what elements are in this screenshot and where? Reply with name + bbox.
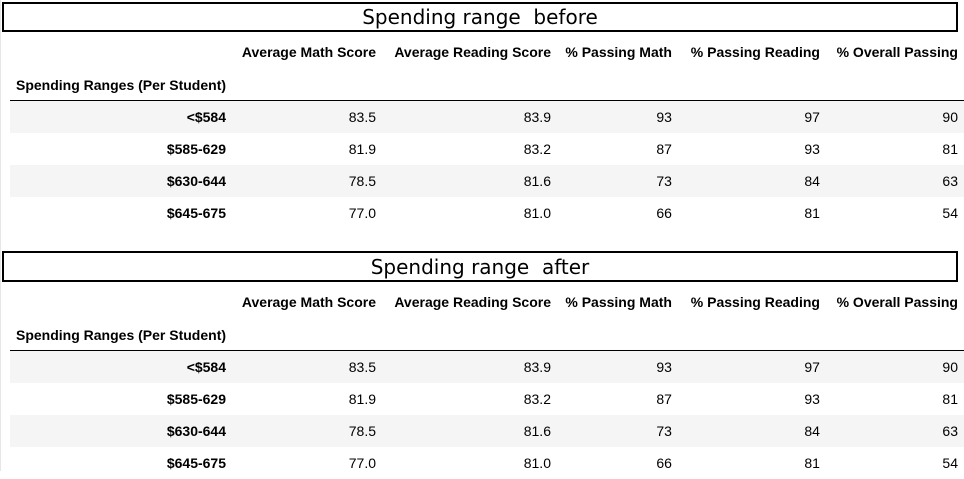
row-label: $645-675 [166,455,227,471]
table-cell: 81.9 [348,391,376,407]
column-header: % Passing Math [565,294,672,310]
table-cell: 90 [942,109,958,125]
column-header: Average Math Score [241,294,376,310]
table-cell: 54 [942,455,958,471]
column-header-row: Average Math Score Average Reading Score… [10,284,964,320]
column-header: % Passing Reading [690,44,820,60]
section-title-after: Spending range after [2,251,958,282]
table-cell: 77.0 [348,455,376,471]
table-cell: 81.9 [348,141,376,157]
table-cell: 87 [656,141,672,157]
table-cell: 90 [942,359,958,375]
column-header: Average Reading Score [394,294,551,310]
table-cell: 81 [804,205,820,221]
column-header-row: Average Math Score Average Reading Score… [10,34,964,70]
table-cell: 87 [656,391,672,407]
table-cell: 73 [656,173,672,189]
table-cell: 84 [804,423,820,439]
table-cell: 93 [656,109,672,125]
table-cell: 81.0 [523,455,551,471]
table-row: $585-629 81.9 83.2 87 93 81 [10,133,964,165]
index-label: Spending Ranges (Per Student) [16,327,227,343]
table-cell: 81.6 [523,173,551,189]
column-header: % Passing Reading [690,294,820,310]
spending-table-before: Average Math Score Average Reading Score… [10,34,964,229]
row-label: $630-644 [166,173,227,189]
table-row: $630-644 78.5 81.6 73 84 63 [10,165,964,197]
spending-table-after: Average Math Score Average Reading Score… [10,284,964,479]
table-cell: 83.2 [523,141,551,157]
row-label: $585-629 [166,391,227,407]
table-cell: 97 [804,359,820,375]
table-cell: 54 [942,205,958,221]
table-cell: 73 [656,423,672,439]
corner-cell [10,284,232,320]
column-header: % Passing Math [565,44,672,60]
table-cell: 78.5 [348,423,376,439]
column-header: Average Reading Score [394,44,551,60]
table-cell: 81 [942,391,958,407]
corner-cell [10,34,232,70]
row-label: <$584 [186,359,227,375]
table-cell: 81 [804,455,820,471]
row-label: $630-644 [166,423,227,439]
table-row: $645-675 77.0 81.0 66 81 54 [10,447,964,479]
table-cell: 81.0 [523,205,551,221]
column-header: % Overall Passing [836,44,958,60]
table-cell: 97 [804,109,820,125]
table-cell: 63 [942,173,958,189]
sheet-gridline [0,0,1,471]
table-cell: 84 [804,173,820,189]
table-cell: 78.5 [348,173,376,189]
index-header-row: Spending Ranges (Per Student) [10,320,964,351]
table-row: $645-675 77.0 81.0 66 81 54 [10,197,964,229]
table-row: $630-644 78.5 81.6 73 84 63 [10,415,964,447]
section-title-before: Spending range before [2,2,958,32]
index-label: Spending Ranges (Per Student) [16,77,227,93]
table-cell: 93 [804,141,820,157]
table-cell: 93 [656,359,672,375]
table-cell: 66 [656,455,672,471]
table-cell: 83.9 [523,359,551,375]
table-cell: 81.6 [523,423,551,439]
table-cell: 83.5 [348,109,376,125]
table-row: <$584 83.5 83.9 93 97 90 [10,100,964,133]
table-cell: 77.0 [348,205,376,221]
table-cell: 81 [942,141,958,157]
column-header: % Overall Passing [836,294,958,310]
column-header: Average Math Score [241,44,376,60]
row-label: $645-675 [166,205,227,221]
table-row: <$584 83.5 83.9 93 97 90 [10,350,964,383]
table-row: $585-629 81.9 83.2 87 93 81 [10,383,964,415]
table-cell: 66 [656,205,672,221]
table-cell: 63 [942,423,958,439]
table-cell: 83.9 [523,109,551,125]
table-cell: 93 [804,391,820,407]
table-cell: 83.5 [348,359,376,375]
table-cell: 83.2 [523,391,551,407]
row-label: <$584 [186,109,227,125]
index-header-row: Spending Ranges (Per Student) [10,70,964,101]
row-label: $585-629 [166,141,227,157]
